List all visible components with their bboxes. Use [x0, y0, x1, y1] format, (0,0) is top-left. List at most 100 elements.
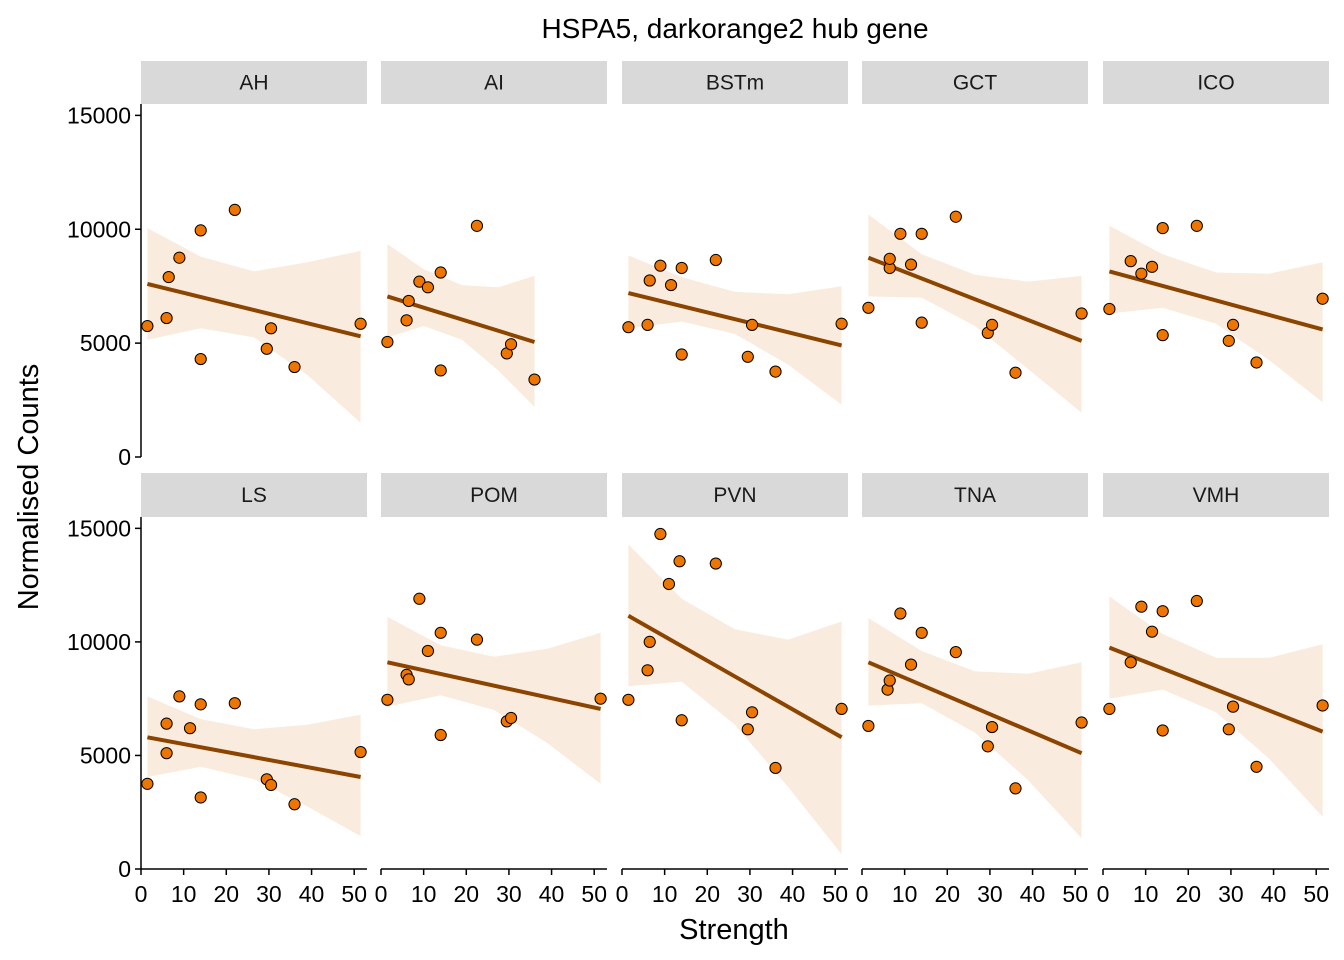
y-tick-label: 0	[118, 444, 131, 470]
data-point	[1156, 724, 1169, 737]
data-point	[288, 360, 301, 374]
data-point	[183, 722, 197, 735]
x-tick-label: 20	[1175, 881, 1201, 907]
data-point	[434, 266, 447, 279]
y-tick-label: 10000	[67, 216, 131, 242]
confidence-band	[1109, 225, 1323, 403]
data-point	[381, 693, 394, 706]
facet-strip-label: PVN	[713, 484, 756, 507]
data-point	[160, 311, 173, 325]
x-axis-title: Strength	[679, 914, 789, 946]
y-tick-label: 15000	[67, 102, 131, 128]
data-point	[1009, 366, 1022, 379]
data-point	[654, 527, 667, 541]
data-point	[421, 644, 435, 658]
data-point	[1156, 222, 1169, 235]
data-point	[1226, 700, 1240, 713]
facet-panel-pom: POM 0 10 20 30 40 50	[375, 473, 607, 907]
y-tick-label: 15000	[67, 515, 131, 541]
data-point	[862, 301, 875, 314]
x-tick-label: 50	[1303, 881, 1329, 907]
facet-panel-ai: AI	[381, 61, 607, 407]
data-point	[949, 646, 962, 659]
facet-strip-label: VMH	[1193, 484, 1240, 507]
facet-panel-pvn: PVN 0 10 20 30 40 50	[616, 473, 848, 907]
data-point	[194, 791, 207, 804]
confidence-band	[147, 696, 361, 837]
x-tick-label: 50	[822, 881, 848, 907]
data-point	[381, 335, 394, 349]
data-point	[915, 626, 928, 639]
data-point	[141, 777, 154, 790]
x-tick-label: 40	[780, 881, 806, 907]
data-point	[769, 365, 782, 378]
facet-strip	[141, 61, 367, 104]
facet-strip-label: AH	[239, 72, 268, 95]
data-point	[862, 719, 875, 733]
x-tick-label: 30	[1218, 881, 1244, 907]
data-point	[654, 259, 667, 272]
data-point	[1316, 699, 1329, 712]
regression-line	[867, 660, 1083, 756]
regression-line	[627, 614, 843, 740]
regression-line	[1108, 645, 1324, 734]
data-point	[260, 342, 273, 355]
x-tick-label: 30	[496, 881, 522, 907]
x-tick-label: 10	[892, 881, 918, 907]
chart-title: HSPA5, darkorange2 hub gene	[541, 13, 928, 44]
x-tick-label: 30	[256, 881, 282, 907]
data-point	[1124, 255, 1137, 268]
facet-strip-label: TNA	[954, 484, 996, 507]
facet-strip	[141, 473, 367, 517]
regression-line	[147, 735, 361, 779]
facet-panel-vmh: VMH 0 10 20 30 40 50	[1097, 473, 1329, 907]
x-tick-label: 20	[694, 881, 720, 907]
data-point	[883, 252, 896, 265]
data-point	[1124, 656, 1137, 669]
data-point	[904, 258, 918, 271]
data-point	[434, 728, 447, 742]
data-point	[949, 210, 962, 223]
data-point	[622, 321, 635, 334]
data-point	[434, 364, 447, 377]
facet-strip	[622, 473, 848, 517]
data-point	[1316, 292, 1329, 305]
x-tick-label: 20	[453, 881, 479, 907]
x-tick-label: 30	[977, 881, 1003, 907]
facet-strip-label: AI	[484, 72, 504, 95]
data-point	[194, 224, 207, 237]
data-point	[1075, 716, 1088, 729]
data-point	[745, 318, 759, 332]
facet-panel-tna: TNA 0 10 20 30 40 50	[856, 473, 1088, 907]
data-point	[741, 723, 754, 736]
data-point	[228, 203, 241, 216]
facet-strip	[1103, 61, 1329, 104]
data-point	[622, 693, 635, 706]
data-point	[1190, 594, 1203, 608]
data-point	[894, 227, 907, 240]
data-point	[641, 664, 654, 677]
data-point	[915, 316, 928, 329]
data-point	[194, 698, 207, 711]
data-point	[264, 322, 278, 335]
facet-strip	[1103, 473, 1329, 517]
data-point	[835, 702, 848, 715]
data-point	[594, 692, 607, 705]
x-tick-label: 30	[737, 881, 763, 907]
y-tick-label: 5000	[80, 742, 131, 768]
data-point	[228, 697, 241, 710]
data-point	[413, 592, 426, 605]
data-point	[1222, 334, 1235, 347]
data-point	[402, 294, 415, 308]
x-tick-label: 0	[375, 881, 388, 907]
data-point	[194, 352, 207, 366]
facet-panel-ico: ICO	[1103, 61, 1329, 403]
data-point	[904, 658, 918, 671]
confidence-band	[387, 616, 601, 784]
x-tick-label: 0	[1097, 881, 1110, 907]
data-point	[354, 317, 367, 330]
facet-strip	[381, 61, 607, 104]
data-point	[883, 674, 896, 687]
data-point	[662, 577, 676, 591]
data-point	[643, 635, 656, 649]
